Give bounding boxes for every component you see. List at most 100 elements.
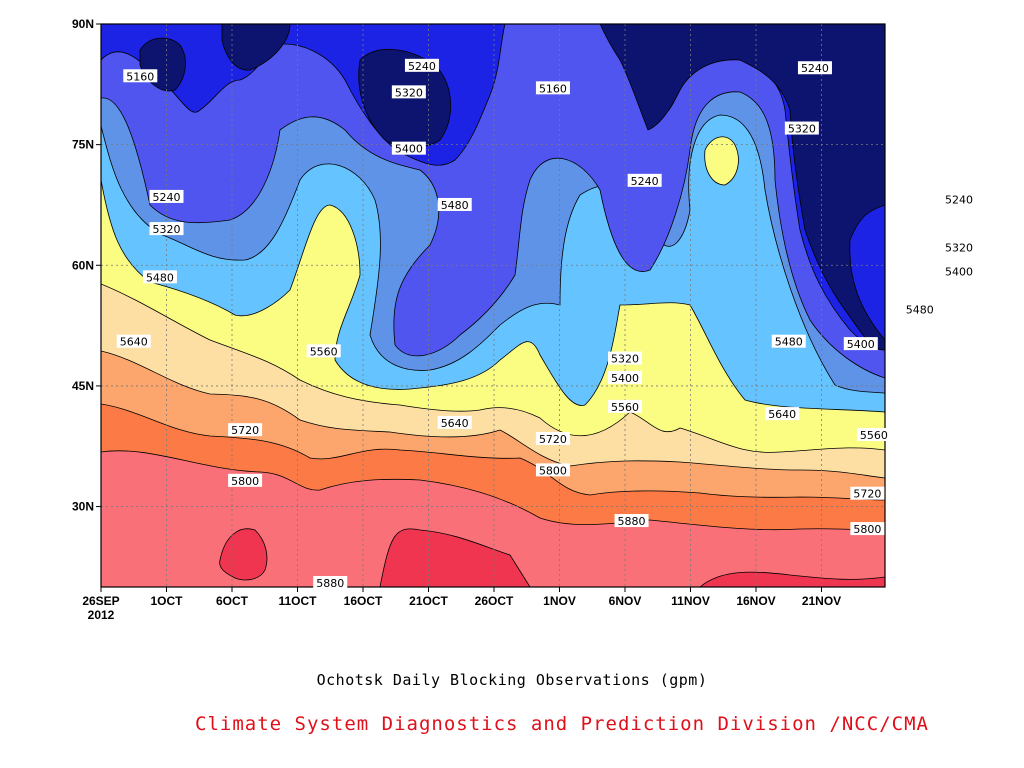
contour-label-text: 5560 [611, 401, 639, 414]
contour-label: 5800 [850, 522, 885, 536]
grid [101, 24, 885, 587]
contour-label-bg [843, 337, 878, 351]
contour-label-text: 5560 [310, 345, 338, 358]
band-below-5160 [139, 24, 885, 351]
contour-label-bg [116, 334, 151, 348]
contour-label-text: 5640 [768, 408, 796, 421]
contour-label-text: 5640 [120, 336, 148, 349]
contour-label: 5160 [123, 69, 158, 83]
contour-label-text: 5240 [945, 193, 973, 206]
contour-label-text: 5480 [146, 271, 174, 284]
contour-label-bg [306, 344, 341, 358]
contour-label-text: 5240 [631, 175, 659, 188]
contour-label-text: 5480 [441, 199, 469, 212]
plot-frame [100, 23, 886, 588]
contour-label-bg [765, 407, 800, 421]
x-axis: 26SEP 1OCT 6OCT 11OCT 16OCT 21OCT 26OCT 1NOV 6NO… [82, 587, 841, 622]
contour-label-text: 5400 [945, 266, 973, 279]
contour-label-text: 5240 [408, 60, 436, 73]
contour-label-text: 5320 [788, 123, 816, 136]
contour-label: 5400 [608, 370, 642, 385]
contour-label-text: 5480 [906, 304, 934, 317]
contour-label-text: 5400 [611, 372, 639, 385]
contour-label-bg [535, 463, 570, 477]
band-5240-5320 [101, 24, 885, 379]
contour-label-text: 5400 [847, 338, 875, 351]
contour-label-bg [149, 222, 184, 236]
contour-label: 5320 [391, 85, 426, 99]
contour-label-bg [608, 351, 642, 365]
contour-label: 5880 [614, 514, 649, 528]
contour-label: 5320 [149, 222, 184, 236]
contour-label-bg [797, 61, 832, 75]
contour-label: 5720 [850, 486, 885, 501]
contour-label-bg [391, 85, 426, 99]
contour-label-bg [902, 302, 937, 316]
contour-label-text: 5720 [231, 424, 259, 437]
x-tick-label: 26OCT [475, 594, 514, 608]
y-tick-label: 45N [72, 379, 94, 393]
contour-label-bg [535, 81, 570, 95]
contour-label: 5480 [142, 270, 177, 284]
contour-label: 5800 [535, 463, 570, 477]
contour-label: 5320 [942, 240, 977, 255]
contour-label: 5320 [784, 121, 819, 136]
contour-label: 5720 [228, 423, 263, 437]
contour-label-bg [850, 522, 885, 536]
contour-label: 5800 [228, 473, 263, 488]
contour-label: 5640 [765, 407, 800, 421]
contour-label-text: 5800 [231, 475, 259, 488]
contour-label-bg [942, 240, 977, 254]
y-tick-label: 30N [72, 500, 94, 514]
contour-label: 5480 [771, 334, 806, 349]
x-tick-label: 1OCT [150, 594, 183, 608]
contour-label-text: 5480 [775, 336, 803, 349]
high-5880-lobe [704, 136, 739, 186]
y-tick-label: 90N [72, 17, 94, 31]
credit-line: Climate System Diagnostics and Predictio… [195, 713, 929, 735]
contour-label-bg [850, 486, 885, 500]
chart: 26SEP 1OCT 6OCT 11OCT 16OCT 21OCT 26OCT 1NOV 6NO… [71, 17, 977, 622]
contour-label-bg [535, 432, 570, 446]
contour-label-bg [942, 192, 977, 206]
contour-label-text: 5880 [618, 515, 646, 528]
contour-label-bg [771, 334, 806, 348]
contour-label: 5880 [313, 575, 348, 590]
x-tick-label: 11OCT [278, 594, 317, 608]
contour-label-bg [614, 514, 649, 528]
contour-label-text: 5880 [316, 577, 344, 590]
contour-label-bg [942, 264, 977, 278]
contour-label: 5240 [797, 61, 832, 75]
contour-label-text: 5800 [539, 464, 567, 477]
contour-label-bg [228, 423, 263, 437]
x-tick-label: 11NOV [671, 594, 710, 608]
contour-label-text: 5320 [945, 242, 973, 255]
contour-label: 5560 [306, 344, 341, 358]
contour-label-text: 5400 [395, 143, 423, 156]
x-tick-label: 16NOV [736, 594, 775, 608]
contour-label-text: 5160 [539, 82, 567, 95]
contour-label-text: 5560 [860, 429, 888, 442]
contour-label: 5240 [149, 189, 184, 204]
x-tick-label: 26SEP [82, 594, 119, 608]
contour-label: 5640 [116, 334, 151, 349]
contour-label-bg [437, 415, 472, 429]
contour-label: 5480 [437, 197, 472, 212]
contour-label-bg [313, 575, 348, 589]
x-year-label: 2012 [88, 608, 115, 622]
contour-label-bg [437, 197, 472, 211]
contour-label: 5320 [608, 351, 642, 366]
contour-label-bg [228, 473, 263, 487]
contour-labels: 5160 5240 5160 5320 5400 5240 5480 5320 5240 5240… [116, 58, 977, 590]
contour-label: 5400 [843, 337, 878, 351]
x-tick-label: 16OCT [344, 594, 383, 608]
contour-label-text: 5640 [441, 417, 469, 430]
contour-label: 5400 [391, 141, 426, 156]
chart-title: Ochotsk Daily Blocking Observations (gpm… [316, 671, 708, 689]
contour-label-text: 5320 [395, 86, 423, 99]
y-tick-label: 75N [72, 138, 94, 152]
contour-label-bg [123, 69, 158, 83]
contour-label-bg [856, 427, 891, 441]
x-tick-label: 6OCT [216, 594, 249, 608]
contour-label-text: 5160 [126, 70, 154, 83]
